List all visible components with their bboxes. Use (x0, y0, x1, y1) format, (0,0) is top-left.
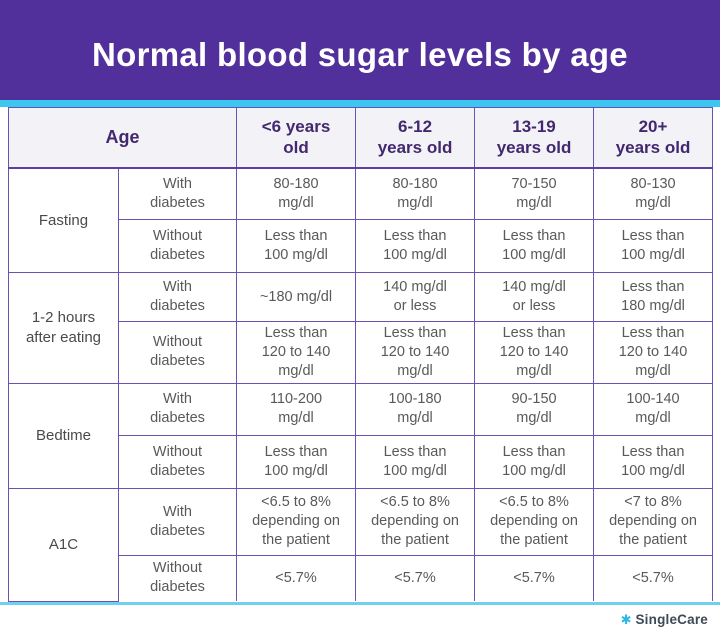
table-cell: Less than 120 to 140 mg/dl (474, 321, 595, 384)
table-cell: Less than 120 to 140 mg/dl (593, 321, 714, 384)
brand-name: SingleCare (635, 611, 708, 627)
bottom-divider (0, 601, 720, 605)
footer: ✱ SingleCare (0, 605, 720, 636)
row-subcategory: With diabetes (117, 167, 238, 220)
row-subcategory: With diabetes (117, 382, 238, 436)
page-title: Normal blood sugar levels by age (92, 36, 628, 73)
table-cell: 110-200 mg/dl (236, 382, 357, 436)
table-row: Without diabetes Less than 120 to 140 mg… (9, 321, 714, 384)
table-cell: Less than 100 mg/dl (593, 219, 714, 273)
row-subcategory: Without diabetes (117, 321, 238, 384)
column-header-under-6: <6 years old (236, 107, 357, 169)
table-cell: <6.5 to 8% depending on the patient (355, 487, 476, 556)
table-cell: Less than 100 mg/dl (593, 434, 714, 489)
table-row: Without diabetes Less than 100 mg/dl Les… (9, 434, 714, 489)
table-row: Fasting With diabetes 80-180 mg/dl 80-18… (8, 167, 714, 273)
table-cell: 140 mg/dl or less (355, 272, 476, 322)
table-cell: Less than 100 mg/dl (355, 219, 476, 273)
table-cell: <5.7% (593, 554, 714, 602)
table-cell: 80-130 mg/dl (593, 167, 714, 220)
table-cell: ~180 mg/dl (236, 272, 357, 322)
row-subcategory: Without diabetes (117, 434, 238, 489)
table-row: A1C With diabetes <6.5 to 8% depending o… (8, 487, 714, 602)
table-cell: Less than 100 mg/dl (236, 219, 357, 273)
table-cell: <5.7% (474, 554, 595, 602)
table-cell: 70-150 mg/dl (474, 167, 595, 220)
table-cell: Less than 100 mg/dl (474, 434, 595, 489)
row-category-fasting: Fasting (8, 167, 119, 273)
table-row: 1-2 hours after eating With diabetes ~18… (8, 272, 714, 384)
table-cell: 100-180 mg/dl (355, 382, 476, 436)
table-cell: Less than 100 mg/dl (355, 434, 476, 489)
singlecare-logo: ✱ SingleCare (621, 612, 708, 627)
row-category-a1c: A1C (8, 487, 119, 602)
asterisk-icon: ✱ (620, 611, 632, 627)
row-subcategory: With diabetes (117, 487, 238, 556)
column-header-13-19: 13-19 years old (474, 107, 595, 169)
table-cell: <7 to 8% depending on the patient (593, 487, 714, 556)
table-row: Without diabetes Less than 100 mg/dl Les… (9, 219, 714, 273)
table-cell: 100-140 mg/dl (593, 382, 714, 436)
table-container: Age <6 years old 6-12 years old 13-19 ye… (0, 107, 720, 602)
age-column-header: Age (7, 107, 238, 169)
row-category-bedtime: Bedtime (8, 382, 119, 489)
table-cell: 90-150 mg/dl (474, 382, 595, 436)
table-cell: 80-180 mg/dl (355, 167, 476, 220)
header-row: Age <6 years old 6-12 years old 13-19 ye… (7, 107, 714, 169)
table-cell: Less than 120 to 140 mg/dl (236, 321, 357, 384)
table-cell: <5.7% (236, 554, 357, 602)
table-cell: Less than 100 mg/dl (236, 434, 357, 489)
title-banner: Normal blood sugar levels by age (0, 0, 720, 100)
row-subcategory: With diabetes (117, 272, 238, 322)
table-cell: 140 mg/dl or less (474, 272, 595, 322)
table-cell: 80-180 mg/dl (236, 167, 357, 220)
column-header-20-plus: 20+ years old (593, 107, 714, 169)
table-cell: <5.7% (355, 554, 476, 602)
row-subcategory: Without diabetes (117, 554, 238, 602)
table-cell: Less than 120 to 140 mg/dl (355, 321, 476, 384)
table-cell: <6.5 to 8% depending on the patient (236, 487, 357, 556)
top-divider (0, 100, 720, 107)
table-row: Without diabetes <5.7% <5.7% <5.7% <5.7% (9, 554, 714, 602)
row-subcategory: Without diabetes (117, 219, 238, 273)
row-category-after-eating: 1-2 hours after eating (8, 272, 119, 384)
column-header-6-12: 6-12 years old (355, 107, 476, 169)
table-cell: Less than 100 mg/dl (474, 219, 595, 273)
table-cell: <6.5 to 8% depending on the patient (474, 487, 595, 556)
table-cell: Less than 180 mg/dl (593, 272, 714, 322)
table-row: Bedtime With diabetes 110-200 mg/dl 100-… (8, 382, 714, 489)
blood-sugar-table: Age <6 years old 6-12 years old 13-19 ye… (7, 107, 714, 602)
